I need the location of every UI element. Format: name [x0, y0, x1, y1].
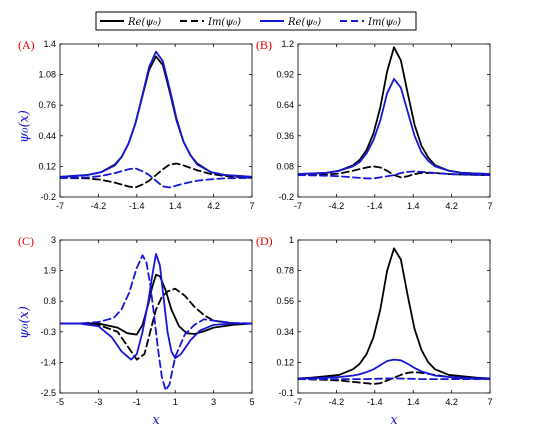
curves [60, 50, 252, 189]
y-tick-label: -0.2 [278, 192, 294, 202]
y-axis-label: ψ₀(x) [17, 110, 32, 143]
legend-label-3: Im(ψ₀) [367, 17, 401, 28]
series-line-1 [60, 162, 252, 189]
legend-label-1: Im(ψ₀) [207, 17, 241, 28]
x-tick-label: -4.2 [329, 201, 345, 211]
curves [298, 46, 490, 180]
panel-3: -7 -4.2 -1.4 1.4 4.2 7 -0.1 0.12 0.34 0.56 0.78 1 (D… [256, 234, 493, 428]
axes-frame [297, 239, 491, 394]
y-tick-label: -0.3 [40, 327, 56, 337]
x-tick-label: 4.2 [207, 201, 220, 211]
y-tick-label: 1 [289, 235, 294, 245]
series-line-3 [60, 254, 252, 392]
series-line-2 [60, 253, 252, 361]
x-tick-label: 3 [211, 397, 216, 407]
x-tick-label: -5 [56, 397, 64, 407]
x-tick-label: -4.2 [91, 201, 107, 211]
y-tick-label: 0.12 [38, 161, 56, 171]
x-tick-label: -1.4 [367, 201, 383, 211]
series-line-0 [298, 247, 490, 380]
panel-tag: (C) [18, 234, 34, 248]
x-tick-label: 7 [487, 397, 492, 407]
x-tick-label: -7 [56, 201, 64, 211]
x-tick-label: -1.4 [367, 397, 383, 407]
x-tick-label: 7 [487, 201, 492, 211]
panel-tag: (D) [256, 234, 273, 248]
panel-2: -5 -3 -1 1 3 5 -2.5 -1.4 -0.3 0.8 1.9 3 (C) ψ₀(x) x [17, 234, 255, 428]
y-tick-label: 0.12 [276, 357, 294, 367]
series-line-1 [60, 287, 252, 361]
x-tick-label: 5 [249, 397, 254, 407]
x-tick-label: -7 [294, 201, 302, 211]
series-line-0 [60, 273, 252, 336]
y-tick-label: 0.34 [276, 327, 294, 337]
x-tick-label: -7 [294, 397, 302, 407]
x-tick-label: -1 [133, 397, 141, 407]
x-axis-label: x [152, 413, 160, 428]
x-tick-label: -1.4 [129, 201, 145, 211]
series-line-0 [298, 46, 490, 175]
x-tick-label: -4.2 [329, 397, 345, 407]
panel-0: -7 -4.2 -1.4 1.4 4.2 7 -0.2 0.12 0.44 0.76 1.08 1.4… [17, 38, 255, 211]
x-tick-label: 4.2 [445, 397, 458, 407]
series-line-3 [298, 377, 490, 380]
x-tick-label: 7 [249, 201, 254, 211]
x-tick-label: 4.2 [445, 201, 458, 211]
series-line-3 [298, 170, 490, 180]
panel-tag: (B) [256, 38, 272, 52]
y-tick-label: -1.4 [40, 357, 56, 367]
axes-frame [59, 239, 253, 394]
y-tick-label: 1.2 [281, 39, 294, 49]
y-tick-label: 0.08 [276, 161, 294, 171]
y-tick-label: -0.2 [40, 192, 56, 202]
x-tick-label: 1.4 [169, 201, 182, 211]
panel-tag: (A) [18, 38, 35, 52]
y-tick-label: 1.4 [43, 39, 56, 49]
series-line-2 [298, 358, 490, 380]
y-tick-label: 0.92 [276, 70, 294, 80]
axes-frame [59, 43, 253, 198]
y-tick-label: 1.08 [38, 70, 56, 80]
legend-box [95, 11, 417, 31]
y-tick-label: 0.64 [276, 100, 294, 110]
y-tick-label: 1.9 [43, 266, 56, 276]
panels: -7 -4.2 -1.4 1.4 4.2 7 -0.2 0.12 0.44 0.76 1.08 1.4… [17, 38, 493, 428]
y-tick-label: 0.8 [43, 296, 56, 306]
y-tick-label: -0.1 [278, 388, 294, 398]
y-tick-label: 0.36 [276, 131, 294, 141]
legend: Re(ψ₀) Im(ψ₀) Re(ψ₀) Im(ψ₀) [95, 11, 417, 31]
axes-frame [297, 43, 491, 198]
y-axis-label: ψ₀(x) [17, 306, 32, 339]
curves [60, 253, 252, 392]
x-tick-label: 1.4 [407, 397, 420, 407]
curves [298, 247, 490, 385]
y-tick-label: 3 [51, 235, 56, 245]
y-tick-label: 0.56 [276, 296, 294, 306]
series-line-3 [60, 167, 252, 189]
x-axis-label: x [390, 413, 398, 428]
y-tick-label: 0.76 [38, 100, 56, 110]
series-line-2 [60, 50, 252, 178]
series-line-2 [298, 78, 490, 175]
series-line-0 [60, 55, 252, 178]
x-tick-label: 1 [173, 397, 178, 407]
panel-1: -7 -4.2 -1.4 1.4 4.2 7 -0.2 0.08 0.36 0.64 0.92 1.2… [256, 38, 493, 211]
y-tick-label: 0.78 [276, 266, 294, 276]
y-tick-label: -2.5 [40, 388, 56, 398]
legend-label-0: Re(ψ₀) [127, 17, 161, 28]
legend-label-2: Re(ψ₀) [287, 17, 321, 28]
x-tick-label: -3 [94, 397, 102, 407]
y-tick-label: 0.44 [38, 131, 56, 141]
x-tick-label: 1.4 [407, 201, 420, 211]
